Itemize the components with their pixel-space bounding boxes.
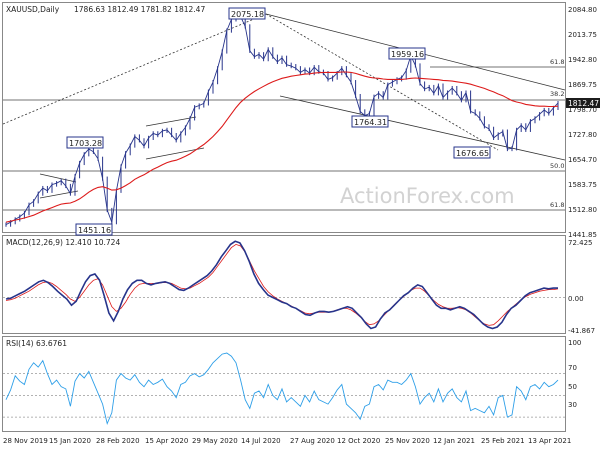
- svg-text:1764.31: 1764.31: [354, 118, 387, 127]
- ohlc-label: 1786.63 1812.49 1781.82 1812.47: [74, 5, 205, 14]
- rsi-axis: 100 70 50 30: [568, 339, 581, 409]
- date-label: 27 Aug 2020: [290, 437, 335, 445]
- price-close-line: [5, 11, 559, 225]
- flag-bottom-2: [145, 147, 205, 160]
- watermark: ActionForex.com: [340, 184, 515, 208]
- rsi-tick-label: 100: [568, 339, 581, 347]
- fib-label: 38.2: [550, 90, 564, 98]
- date-label: 13 Apr 2021: [528, 437, 571, 445]
- svg-text:1676.65: 1676.65: [456, 149, 489, 158]
- price-tick-label: 1654.70: [568, 156, 597, 164]
- macd-tick-label: 72.425: [568, 239, 593, 247]
- fib-labels: 61.8 38.2 50.0 61.8: [550, 58, 564, 209]
- annotation-1676: 1676.65: [453, 146, 491, 159]
- moving-average-line: [5, 71, 559, 223]
- rsi-tick-label: 30: [568, 401, 577, 409]
- price-tick-label: 1512.80: [568, 206, 597, 214]
- annotation-1451: 1451.16: [75, 223, 113, 236]
- fib-label: 61.8: [550, 58, 564, 66]
- price-layer: [5, 10, 559, 227]
- price-tick-label: 2084.80: [568, 6, 597, 14]
- macd-axis: 72.425 0.00 -41.867: [568, 239, 595, 335]
- price-tick-label: 1869.75: [568, 81, 597, 89]
- date-label: 29 May 2020: [192, 437, 238, 445]
- dotted-trendline: [265, 13, 499, 151]
- price-axis: 2084.80 2013.75 1942.80 1869.75 1798.70 …: [568, 6, 597, 239]
- price-tick-label: 1583.75: [568, 181, 597, 189]
- svg-text:1959.16: 1959.16: [391, 50, 424, 59]
- macd-title: MACD(12,26,9) 12.410 10.724: [6, 238, 120, 247]
- date-label: 15 Jan 2020: [49, 437, 91, 445]
- last-price-tag: 1812.47: [566, 98, 600, 108]
- date-label: 28 Feb 2020: [96, 437, 140, 445]
- macd-line: [5, 240, 558, 330]
- long-dotted-trendline: [2, 13, 267, 125]
- rsi-tick-label: 50: [568, 383, 577, 391]
- price-tick-label: 1441.85: [568, 231, 597, 239]
- price-panel-border: [2, 2, 566, 233]
- price-tick-label: 1798.70: [568, 106, 597, 114]
- rsi-layer: [3, 352, 565, 426]
- flag-top-1: [39, 173, 77, 183]
- annotation-1959: 1959.16: [388, 47, 426, 60]
- rsi-title: RSI(14) 63.6761: [6, 339, 67, 348]
- macd-tick-label: 0.00: [568, 295, 584, 303]
- date-axis: 28 Nov 2019 15 Jan 2020 28 Feb 2020 15 A…: [3, 437, 571, 445]
- horizontal-levels: [3, 66, 565, 211]
- date-label: 15 Apr 2020: [145, 437, 188, 445]
- flag-bottom-1: [39, 190, 79, 199]
- symbol-label: XAUUSD,Daily: [6, 5, 60, 14]
- date-label: 14 Jul 2020: [241, 437, 281, 445]
- annotation-2075: 2075.18: [228, 7, 266, 20]
- date-label: 12 Jan 2021: [433, 437, 475, 445]
- svg-text:2075.18: 2075.18: [231, 10, 264, 19]
- fib-label: 61.8: [550, 201, 564, 209]
- rsi-tick-label: 70: [568, 364, 577, 372]
- price-tick-label: 1727.80: [568, 131, 597, 139]
- date-label: 12 Oct 2020: [337, 437, 380, 445]
- rsi-line: [5, 352, 559, 426]
- svg-text:1812.47: 1812.47: [568, 99, 599, 108]
- date-label: 25 Nov 2020: [385, 437, 430, 445]
- svg-text:1451.16: 1451.16: [78, 226, 111, 235]
- svg-text:1703.28: 1703.28: [69, 139, 102, 148]
- annotation-1703: 1703.28: [66, 136, 104, 149]
- macd-tick-label: -41.867: [568, 327, 595, 335]
- fib-label: 50.0: [550, 162, 564, 170]
- macd-layer: [3, 240, 565, 330]
- channel-lower: [279, 95, 566, 161]
- price-tick-label: 2013.75: [568, 31, 597, 39]
- annotation-1764: 1764.31: [351, 115, 389, 128]
- flag-top-2: [145, 116, 197, 127]
- date-label: 28 Nov 2019: [3, 437, 48, 445]
- price-tick-label: 1942.80: [568, 56, 597, 64]
- date-label: 25 Feb 2021: [481, 437, 525, 445]
- rsi-panel-border: [2, 336, 566, 432]
- macd-panel-border: [2, 235, 566, 334]
